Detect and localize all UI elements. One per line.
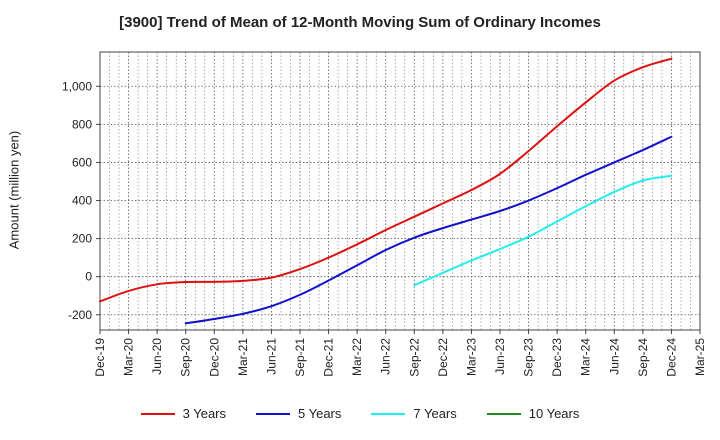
x-tick-label: Mar-20 — [122, 338, 136, 376]
legend-item-3-years: 3 Years — [140, 406, 226, 421]
series-line-3-years — [99, 57, 673, 303]
x-tick-label: Jun-21 — [264, 338, 278, 375]
legend-item-5-years: 5 Years — [256, 406, 341, 421]
plot-frame — [99, 51, 701, 331]
x-tick-label: Mar-22 — [350, 338, 364, 376]
x-tick-label: Sep-21 — [293, 338, 307, 377]
y-tick-label: 400 — [72, 194, 92, 208]
legend-item-7-years: 7 Years — [371, 406, 457, 421]
y-tick-label: 1,000 — [62, 79, 92, 93]
y-tick-label: 600 — [72, 155, 92, 169]
x-tick-label: Sep-24 — [636, 338, 650, 377]
x-tick-label: Mar-25 — [693, 338, 707, 376]
x-tick-label: Dec-24 — [664, 338, 678, 377]
legend-swatch-10-years — [486, 412, 521, 415]
x-tick-label: Sep-23 — [522, 338, 536, 377]
legend-label-7-years: 7 Years — [413, 406, 457, 421]
y-tick-label: 0 — [85, 270, 92, 284]
legend-swatch-3-years — [140, 412, 175, 415]
legend: 3 Years 5 Years 7 Years 10 Years — [0, 406, 720, 421]
x-tick-label: Dec-21 — [322, 338, 336, 377]
legend-label-5-years: 5 Years — [298, 406, 342, 421]
x-tick-label: Mar-21 — [236, 338, 250, 376]
series-line-5-years — [184, 135, 673, 325]
legend-item-10-years: 10 Years — [486, 406, 580, 421]
x-tick-label: Mar-23 — [464, 338, 478, 376]
x-tick-label: Dec-23 — [550, 338, 564, 377]
legend-swatch-5-years — [256, 412, 290, 415]
legend-label-3-years: 3 Years — [182, 406, 226, 421]
series-line-7-years — [413, 174, 673, 287]
y-tick-label: -200 — [68, 308, 92, 322]
x-tick-label: Dec-19 — [93, 338, 107, 377]
chart-title: [3900] Trend of Mean of 12-Month Moving … — [119, 14, 601, 31]
x-tick-label: Jun-20 — [150, 338, 164, 375]
x-tick-label: Jun-23 — [493, 338, 507, 375]
x-tick-label: Dec-20 — [207, 338, 221, 377]
legend-swatch-7-years — [371, 412, 406, 415]
x-tick-label: Sep-22 — [407, 338, 421, 377]
y-tick-label: 800 — [72, 117, 92, 131]
x-tick-label: Jun-22 — [379, 338, 393, 375]
x-tick-label: Mar-24 — [579, 338, 593, 376]
legend-label-10-years: 10 Years — [528, 406, 580, 421]
x-tick-label: Dec-22 — [436, 338, 450, 377]
x-tick-label: Sep-20 — [179, 338, 193, 377]
x-tick-label: Jun-24 — [607, 338, 621, 375]
y-tick-label: 200 — [72, 232, 92, 246]
